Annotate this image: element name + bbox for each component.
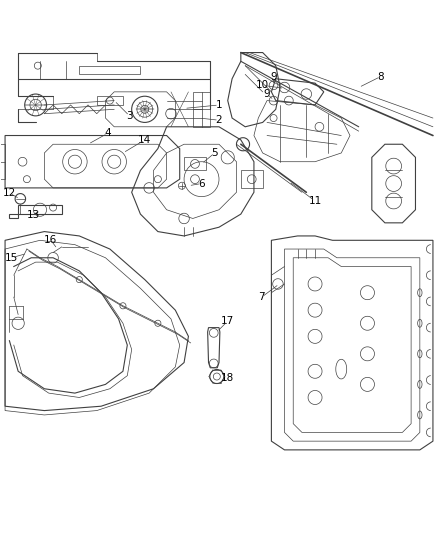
Text: 13: 13 <box>27 210 40 220</box>
Text: 9: 9 <box>270 71 277 82</box>
Text: 6: 6 <box>198 179 205 189</box>
Text: 16: 16 <box>44 235 57 245</box>
Text: 2: 2 <box>215 115 223 125</box>
Text: 14: 14 <box>138 135 152 145</box>
Text: 17: 17 <box>221 316 234 326</box>
Text: 10: 10 <box>256 80 269 90</box>
Text: 8: 8 <box>377 71 384 82</box>
Text: 5: 5 <box>211 148 218 158</box>
Text: 15: 15 <box>5 253 18 263</box>
Text: 7: 7 <box>258 292 265 302</box>
Text: 9: 9 <box>264 89 270 99</box>
Text: 12: 12 <box>3 188 16 198</box>
Text: 18: 18 <box>221 373 234 383</box>
Text: 3: 3 <box>126 111 133 121</box>
Text: 11: 11 <box>308 196 321 206</box>
Text: 1: 1 <box>215 100 223 110</box>
Text: 4: 4 <box>104 128 111 139</box>
